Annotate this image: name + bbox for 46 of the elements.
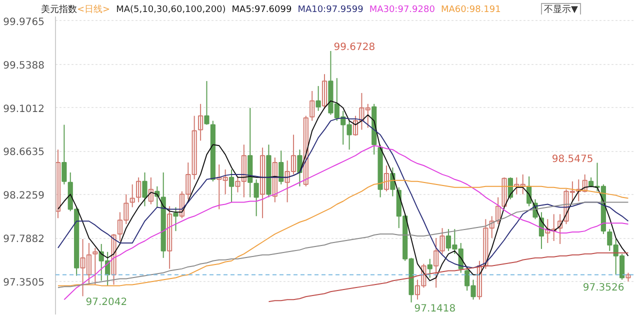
candlestick — [228, 168, 234, 203]
candlestick — [476, 260, 482, 300]
candlestick — [316, 86, 321, 112]
candlestick — [130, 184, 135, 208]
chart-title: 美元指数 — [41, 5, 77, 15]
candlestick — [111, 234, 116, 286]
annotation: 98.5475 — [552, 154, 594, 165]
text: MA30:97.9280 — [369, 5, 435, 15]
annotation: 97.1418 — [414, 303, 456, 314]
candlestick — [322, 74, 328, 110]
chart-subtitle: <日线> — [77, 5, 110, 15]
candlestick — [310, 90, 315, 122]
text: MA60:98.191 — [440, 5, 501, 15]
y-tick-label: 99.1012 — [3, 104, 45, 115]
candlestick — [204, 80, 210, 126]
candlestick — [272, 157, 278, 203]
y-tick-label: 98.6635 — [3, 147, 45, 158]
candlestick — [62, 124, 67, 185]
y-tick-label: 98.2259 — [3, 190, 45, 202]
candlestick — [173, 206, 178, 232]
text: 不显示▼ — [541, 3, 581, 17]
annotation: 97.3526 — [582, 282, 624, 294]
line-series — [57, 100, 629, 282]
y-tick-label: 99.9765 — [3, 16, 45, 28]
candlestick — [427, 258, 432, 278]
y-tick-label: 97.3505 — [3, 278, 45, 289]
candlestick — [278, 150, 284, 185]
legend-title: MA(5,10,30,60,100,200) — [116, 5, 226, 15]
candlestick — [142, 172, 148, 207]
candlestick — [260, 147, 266, 219]
text: MA5:97.6099 — [232, 5, 292, 15]
candlestick — [56, 149, 61, 219]
candlestick — [167, 206, 172, 270]
candlestick — [136, 176, 142, 203]
annotation: 97.2042 — [86, 297, 128, 308]
candlestick — [148, 176, 154, 205]
candlestick — [198, 103, 204, 142]
annotation: 99.6728 — [334, 42, 376, 53]
y-tick-label: 99.5388 — [3, 60, 45, 72]
candlestick — [92, 247, 98, 286]
candlestick — [254, 178, 259, 217]
candlestick — [384, 165, 390, 192]
candlestick — [297, 149, 302, 187]
candlestick — [303, 115, 308, 187]
y-tick-label: 97.7882 — [3, 234, 45, 246]
text: MA10:97.9599 — [298, 5, 364, 15]
